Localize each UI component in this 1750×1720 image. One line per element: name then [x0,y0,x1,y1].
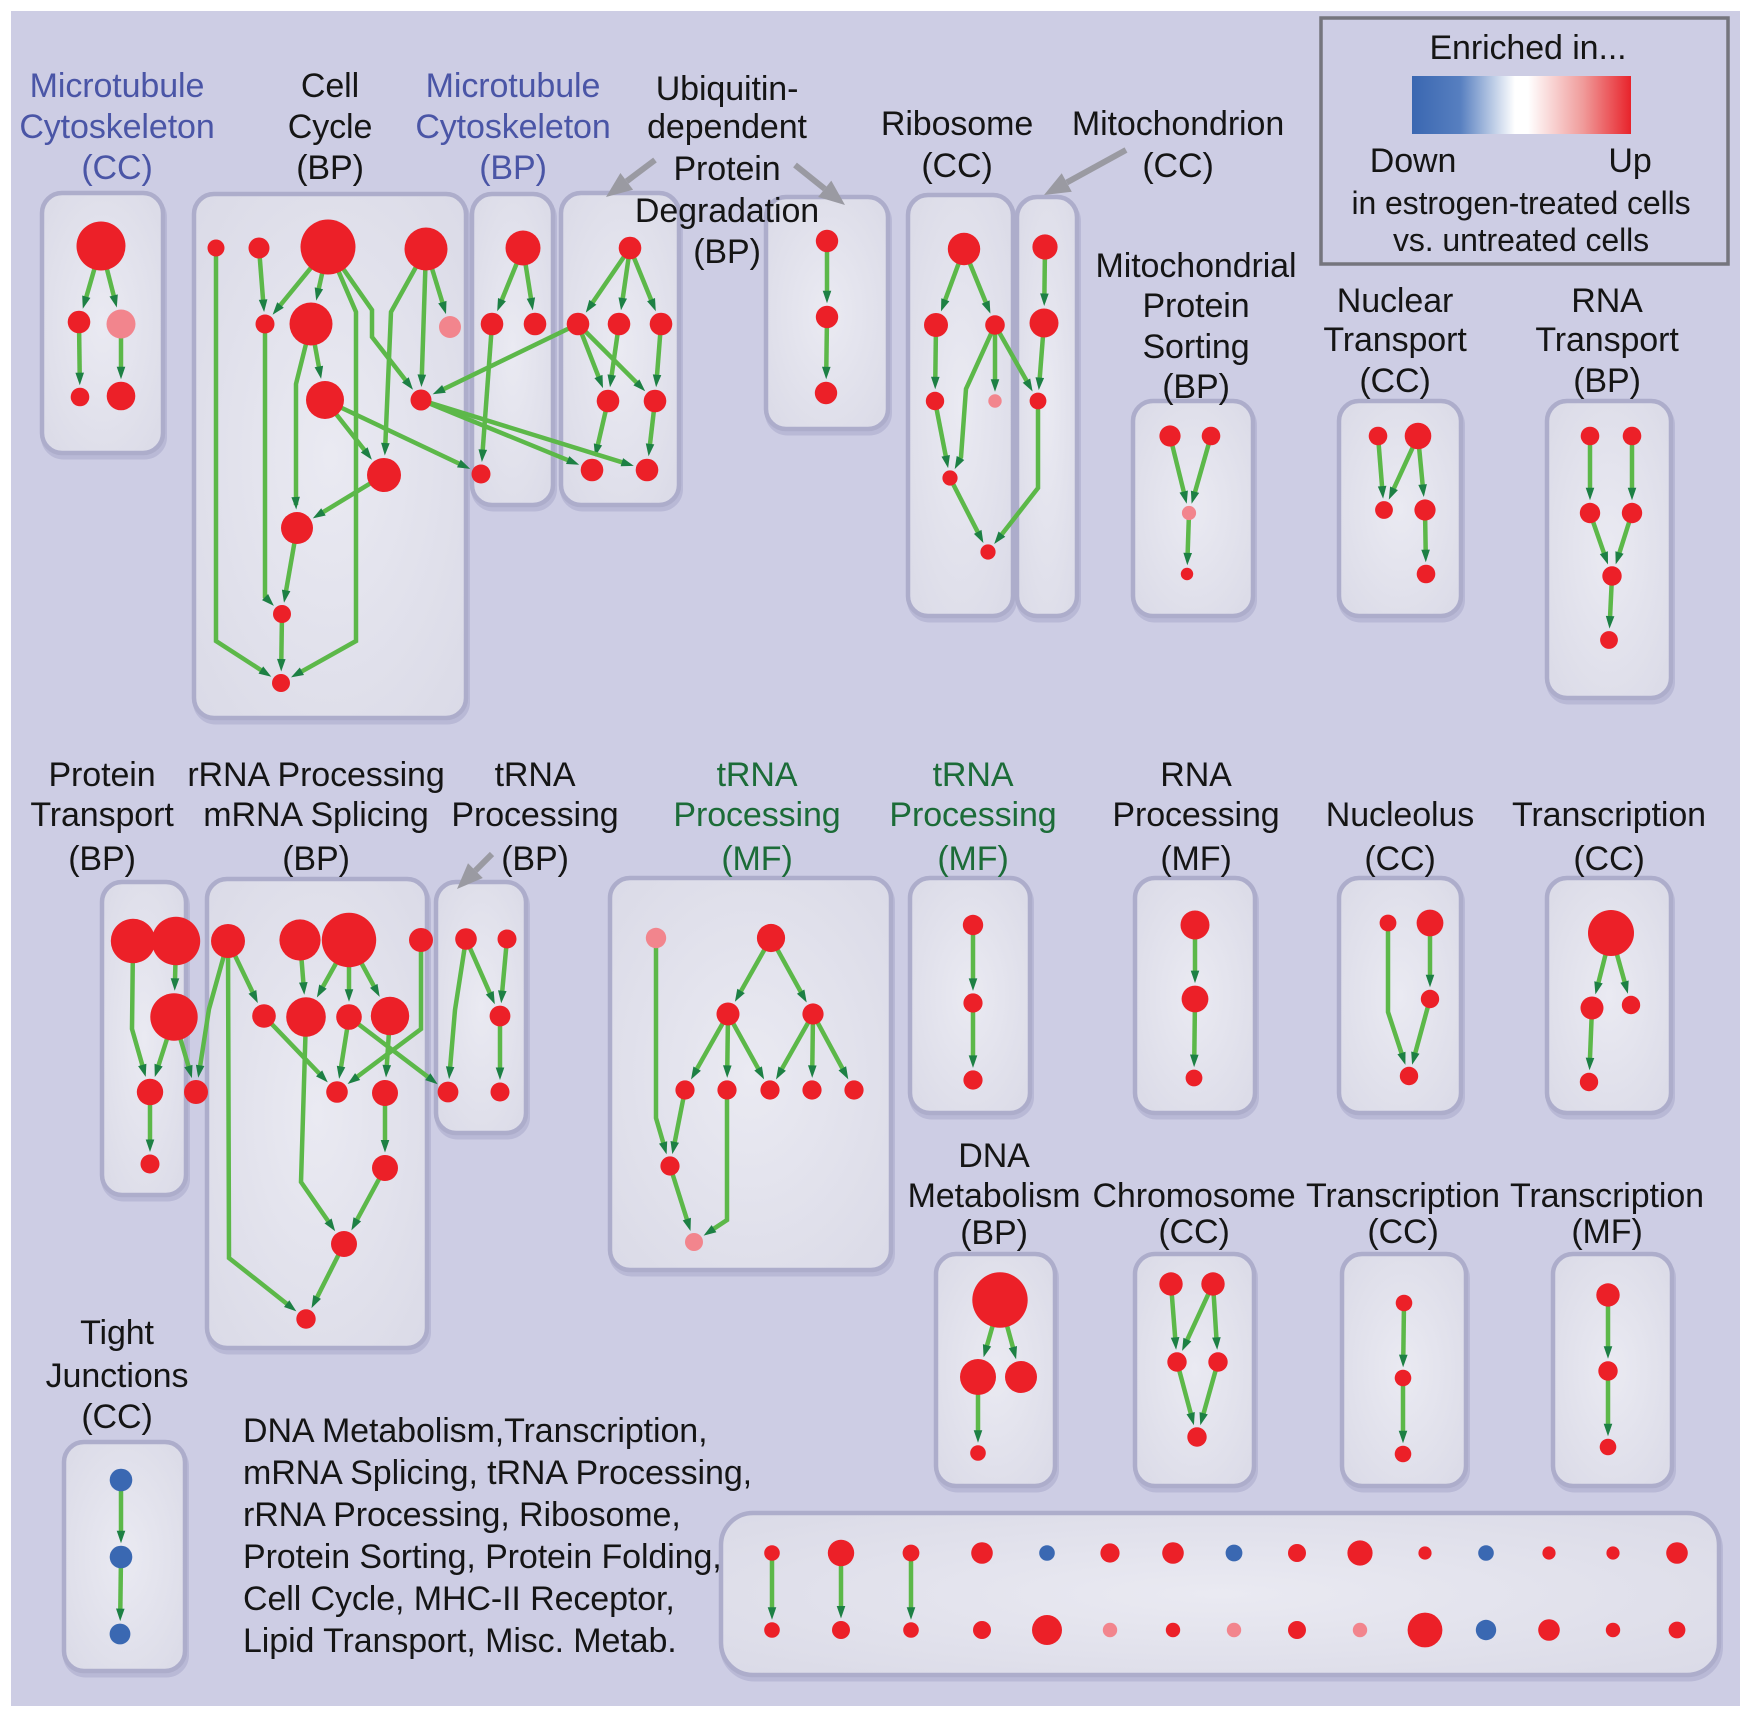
svg-text:Processing: Processing [451,796,618,834]
svg-text:mRNA Splicing: mRNA Splicing [203,796,428,834]
svg-text:Cell: Cell [301,67,359,105]
svg-text:tRNA: tRNA [717,756,798,794]
svg-text:Transport: Transport [30,796,174,834]
svg-text:Cell Cycle, MHC-II Receptor,: Cell Cycle, MHC-II Receptor, [243,1580,675,1618]
svg-text:Processing: Processing [1112,796,1279,834]
svg-text:(CC): (CC) [81,1398,152,1436]
svg-text:(BP): (BP) [1573,362,1641,400]
svg-text:Nuclear: Nuclear [1337,282,1453,320]
svg-text:(CC): (CC) [1158,1213,1229,1251]
svg-text:Chromosome: Chromosome [1092,1177,1295,1215]
svg-text:Protein: Protein [673,150,780,188]
svg-text:Protein: Protein [1142,287,1249,325]
svg-text:Tight: Tight [80,1314,154,1352]
svg-text:tRNA: tRNA [495,756,576,794]
svg-text:Cycle: Cycle [288,108,373,146]
svg-text:DNA Metabolism,Transcription,: DNA Metabolism,Transcription, [243,1412,707,1450]
svg-text:(CC): (CC) [1364,840,1435,878]
svg-text:Ubiquitin-: Ubiquitin- [656,70,799,108]
svg-text:(CC): (CC) [81,149,152,187]
svg-text:Cytoskeleton: Cytoskeleton [415,108,610,146]
svg-text:in estrogen-treated cells: in estrogen-treated cells [1351,185,1690,221]
svg-text:dependent: dependent [647,108,807,146]
svg-text:(CC): (CC) [1573,840,1644,878]
svg-text:(BP): (BP) [282,840,350,878]
svg-text:Junctions: Junctions [46,1357,189,1395]
svg-text:RNA: RNA [1571,282,1643,320]
svg-text:(MF): (MF) [721,840,792,878]
svg-text:(CC): (CC) [1367,1213,1438,1251]
svg-text:rRNA Processing: rRNA Processing [187,756,444,794]
svg-text:mRNA Splicing, tRNA Processing: mRNA Splicing, tRNA Processing, [243,1454,752,1492]
svg-text:Up: Up [1608,142,1651,180]
svg-text:(BP): (BP) [693,233,761,271]
svg-text:(MF): (MF) [1160,840,1231,878]
svg-text:Processing: Processing [673,796,840,834]
svg-text:(BP): (BP) [68,840,136,878]
svg-text:Cytoskeleton: Cytoskeleton [19,108,214,146]
svg-text:Mitochondrion: Mitochondrion [1072,105,1284,143]
svg-text:(CC): (CC) [921,147,992,185]
svg-text:Sorting: Sorting [1142,328,1249,366]
svg-text:Lipid Transport, Misc. Metab.: Lipid Transport, Misc. Metab. [243,1622,677,1660]
svg-text:(CC): (CC) [1142,147,1213,185]
svg-text:tRNA: tRNA [933,756,1014,794]
svg-text:Nucleolus: Nucleolus [1326,796,1474,834]
svg-text:Transport: Transport [1535,321,1679,359]
svg-text:rRNA Processing, Ribosome,: rRNA Processing, Ribosome, [243,1496,681,1534]
svg-text:Metabolism: Metabolism [908,1177,1081,1215]
svg-text:Transcription: Transcription [1512,796,1706,834]
svg-text:Protein Sorting, Protein Foldi: Protein Sorting, Protein Folding, [243,1538,722,1576]
svg-text:(MF): (MF) [937,840,1008,878]
svg-text:Microtubule: Microtubule [426,67,601,105]
svg-text:Transport: Transport [1323,321,1467,359]
svg-text:Transcription: Transcription [1510,1177,1704,1215]
svg-text:Transcription: Transcription [1306,1177,1500,1215]
svg-text:Protein: Protein [48,756,155,794]
svg-text:(BP): (BP) [501,840,569,878]
svg-text:(BP): (BP) [1162,368,1230,406]
svg-text:Degradation: Degradation [635,192,819,230]
svg-text:Microtubule: Microtubule [30,67,205,105]
svg-text:Enriched in...: Enriched in... [1429,29,1626,67]
svg-text:Down: Down [1370,142,1457,180]
svg-text:RNA: RNA [1160,756,1232,794]
svg-text:vs. untreated cells: vs. untreated cells [1393,222,1649,258]
svg-text:Mitochondrial: Mitochondrial [1096,247,1297,285]
svg-text:(BP): (BP) [296,149,364,187]
svg-text:(MF): (MF) [1571,1213,1642,1251]
svg-text:Ribosome: Ribosome [881,105,1033,143]
svg-text:Processing: Processing [889,796,1056,834]
svg-text:(BP): (BP) [960,1214,1028,1252]
svg-text:(BP): (BP) [479,149,547,187]
svg-text:DNA: DNA [958,1137,1030,1175]
svg-text:(CC): (CC) [1359,362,1430,400]
